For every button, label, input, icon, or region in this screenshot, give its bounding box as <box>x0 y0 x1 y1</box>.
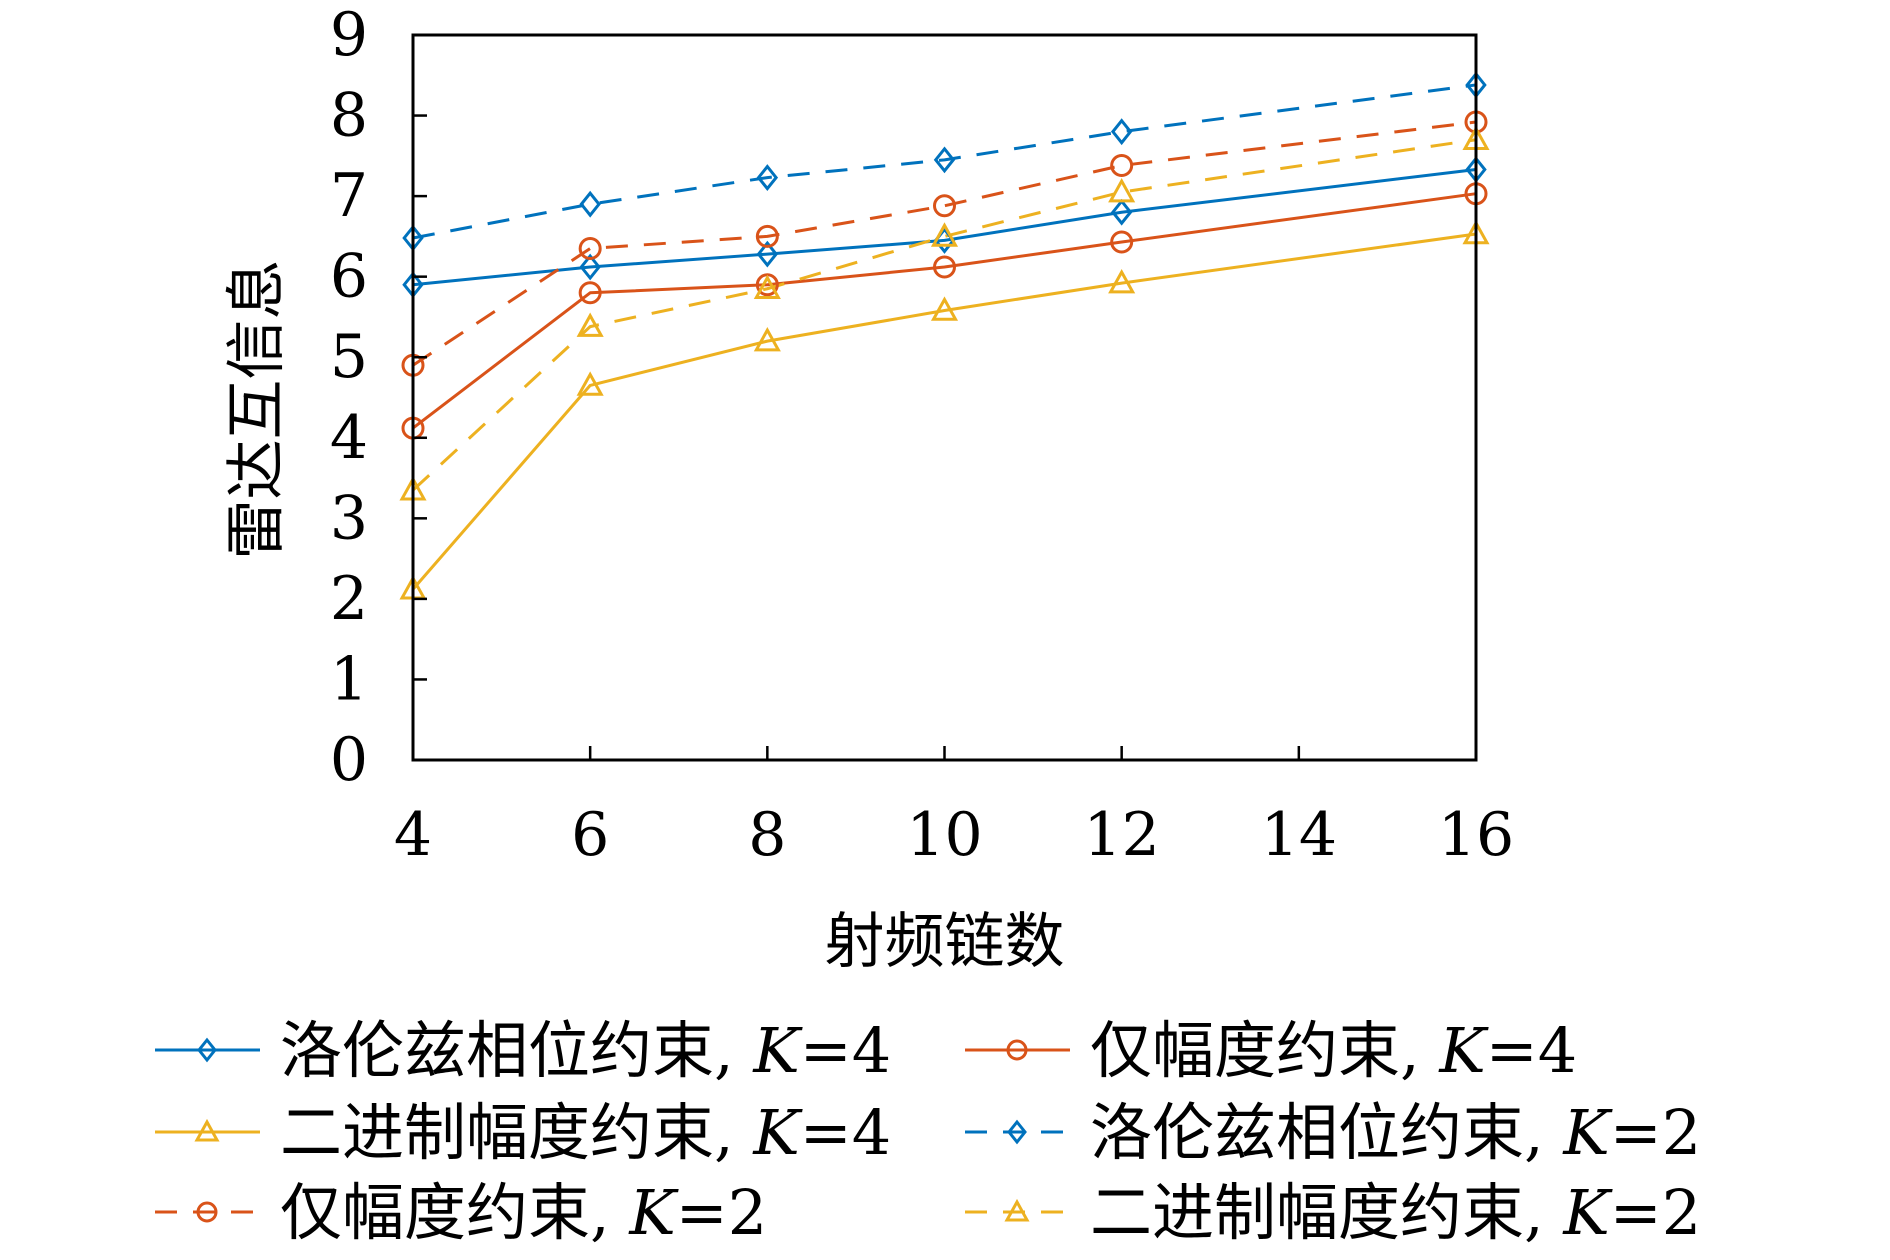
legend-label-text: 洛伦兹相位约束, <box>1090 1096 1563 1169</box>
data-point <box>578 236 602 260</box>
legend-marker <box>1007 1119 1027 1145</box>
y-tick-label: 1 <box>330 644 368 714</box>
y-axis-title: 雷达互信息 <box>222 260 292 560</box>
legend-marker <box>197 1037 217 1063</box>
legend-label: 洛伦兹相位约束, K=2 <box>1090 1096 1701 1169</box>
x-tick-label: 14 <box>1261 800 1337 870</box>
series-line <box>412 192 1477 430</box>
legend-item: 二进制幅度约束, K=4 <box>155 1096 891 1169</box>
series-line <box>412 120 1477 367</box>
x-tick-label: 8 <box>748 800 786 870</box>
data-point <box>756 240 779 268</box>
series-line <box>411 138 1477 492</box>
y-tick-label: 2 <box>330 564 368 634</box>
data-point <box>1108 177 1136 203</box>
legend-label-text: 仅幅度约束, <box>280 1176 629 1249</box>
legend-label-k: K <box>1562 1176 1613 1249</box>
legend-label-text: 洛伦兹相位约束, <box>280 1014 753 1087</box>
legend-label-value: =2 <box>676 1176 767 1249</box>
legend-marker <box>194 1118 220 1142</box>
data-point <box>755 224 779 248</box>
legend-label-value: =4 <box>800 1096 891 1169</box>
plot-frame <box>411 33 1478 762</box>
series-line <box>412 168 1477 287</box>
x-axis-ticks: 4 6 8 10 12 14 16 <box>394 746 1514 870</box>
data-point <box>753 274 781 300</box>
data-point <box>578 281 602 305</box>
legend-label: 仅幅度约束, K=2 <box>280 1176 767 1249</box>
data-point <box>756 164 779 191</box>
legend-label-value: =2 <box>1610 1096 1701 1169</box>
data-point <box>1110 118 1133 146</box>
y-tick-label: 9 <box>330 0 368 70</box>
series-line <box>412 83 1477 240</box>
legend-marker <box>1004 1198 1030 1222</box>
legend-label-k: K <box>1562 1096 1613 1169</box>
legend-label: 洛伦兹相位约束, K=4 <box>280 1014 891 1087</box>
data-point <box>579 253 601 281</box>
y-tick-label: 8 <box>330 81 368 151</box>
legend-marker <box>196 1201 218 1223</box>
data-point <box>576 371 604 396</box>
data-point <box>1110 154 1134 177</box>
data-point <box>753 327 781 352</box>
legend-marker <box>1006 1039 1028 1061</box>
legend-item: 洛伦兹相位约束, K=2 <box>965 1096 1701 1169</box>
x-axis-title: 射频链数 <box>825 907 1065 977</box>
legend-label-value: =4 <box>1486 1014 1577 1087</box>
data-point <box>579 190 601 218</box>
legend-label-k: K <box>752 1096 803 1169</box>
legend-label-text: 二进制幅度约束, <box>280 1096 753 1169</box>
x-tick-label: 6 <box>571 800 609 870</box>
legend-item: 仅幅度约束, K=2 <box>155 1176 767 1249</box>
data-point <box>933 255 956 279</box>
x-tick-label: 16 <box>1438 800 1514 870</box>
legend-item: 二进制幅度约束, K=2 <box>965 1176 1701 1249</box>
data-point <box>933 146 956 174</box>
legend-label: 二进制幅度约束, K=2 <box>1090 1176 1701 1249</box>
y-axis-ticks: 0 1 2 3 4 5 6 7 8 9 <box>330 0 427 795</box>
data-point <box>1110 230 1134 254</box>
data-point <box>576 312 604 337</box>
legend-label-text: 仅幅度约束, <box>1090 1014 1439 1087</box>
x-tick-label: 4 <box>394 800 432 870</box>
legend-item: 洛伦兹相位约束, K=4 <box>155 1014 891 1087</box>
legend-label-text: 二进制幅度约束, <box>1090 1176 1563 1249</box>
legend-label-k: K <box>628 1176 679 1249</box>
x-tick-label: 10 <box>906 800 982 870</box>
y-tick-label: 4 <box>330 403 368 473</box>
series-lines <box>411 83 1477 591</box>
legend-label-k: K <box>752 1014 803 1087</box>
data-point <box>1108 269 1136 294</box>
y-tick-label: 7 <box>330 161 368 231</box>
data-point <box>930 222 959 247</box>
legend-label: 二进制幅度约束, K=4 <box>280 1096 891 1169</box>
data-point <box>933 194 956 218</box>
legend-label-value: =4 <box>800 1014 891 1087</box>
x-tick-label: 12 <box>1083 800 1159 870</box>
data-point <box>930 296 959 321</box>
y-tick-label: 6 <box>330 242 368 312</box>
data-point <box>1110 198 1133 226</box>
y-tick-label: 0 <box>330 725 368 795</box>
y-tick-label: 3 <box>330 483 368 553</box>
legend-item: 仅幅度约束, K=4 <box>965 1014 1577 1087</box>
legend-label-value: =2 <box>1610 1176 1701 1249</box>
series-markers <box>399 71 1490 600</box>
series-line <box>411 232 1477 591</box>
y-tick-label: 5 <box>330 322 368 392</box>
legend-label-k: K <box>1438 1014 1489 1087</box>
legend-label: 仅幅度约束, K=4 <box>1090 1014 1577 1087</box>
